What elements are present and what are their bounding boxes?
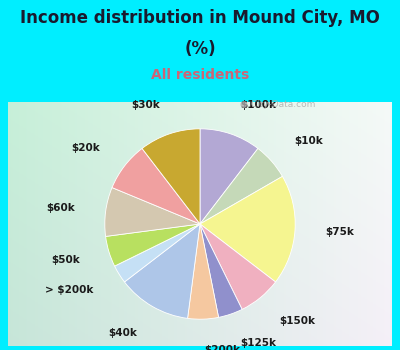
Text: $100k: $100k <box>240 100 276 110</box>
Wedge shape <box>142 129 200 224</box>
Text: $60k: $60k <box>47 203 76 212</box>
Text: All residents: All residents <box>151 68 249 82</box>
Text: $125k: $125k <box>240 338 276 348</box>
Text: $200k: $200k <box>204 345 240 350</box>
Wedge shape <box>200 224 242 317</box>
Wedge shape <box>106 224 200 266</box>
Text: Income distribution in Mound City, MO: Income distribution in Mound City, MO <box>20 9 380 27</box>
Wedge shape <box>200 129 258 224</box>
Wedge shape <box>188 224 218 319</box>
Wedge shape <box>112 148 200 224</box>
Text: $50k: $50k <box>51 256 80 266</box>
Text: $150k: $150k <box>280 316 316 326</box>
Wedge shape <box>105 188 200 237</box>
Text: $20k: $20k <box>72 142 100 153</box>
Text: (%): (%) <box>184 40 216 58</box>
Text: $75k: $75k <box>325 227 354 237</box>
Text: $30k: $30k <box>131 100 160 110</box>
Text: > $200k: > $200k <box>45 285 93 295</box>
Text: $10k: $10k <box>294 136 323 146</box>
Wedge shape <box>200 176 295 282</box>
Wedge shape <box>124 224 200 318</box>
Text: ● City-Data.com: ● City-Data.com <box>240 100 315 109</box>
Wedge shape <box>200 224 276 309</box>
Wedge shape <box>115 224 200 282</box>
Wedge shape <box>200 148 282 224</box>
Text: $40k: $40k <box>108 328 137 338</box>
